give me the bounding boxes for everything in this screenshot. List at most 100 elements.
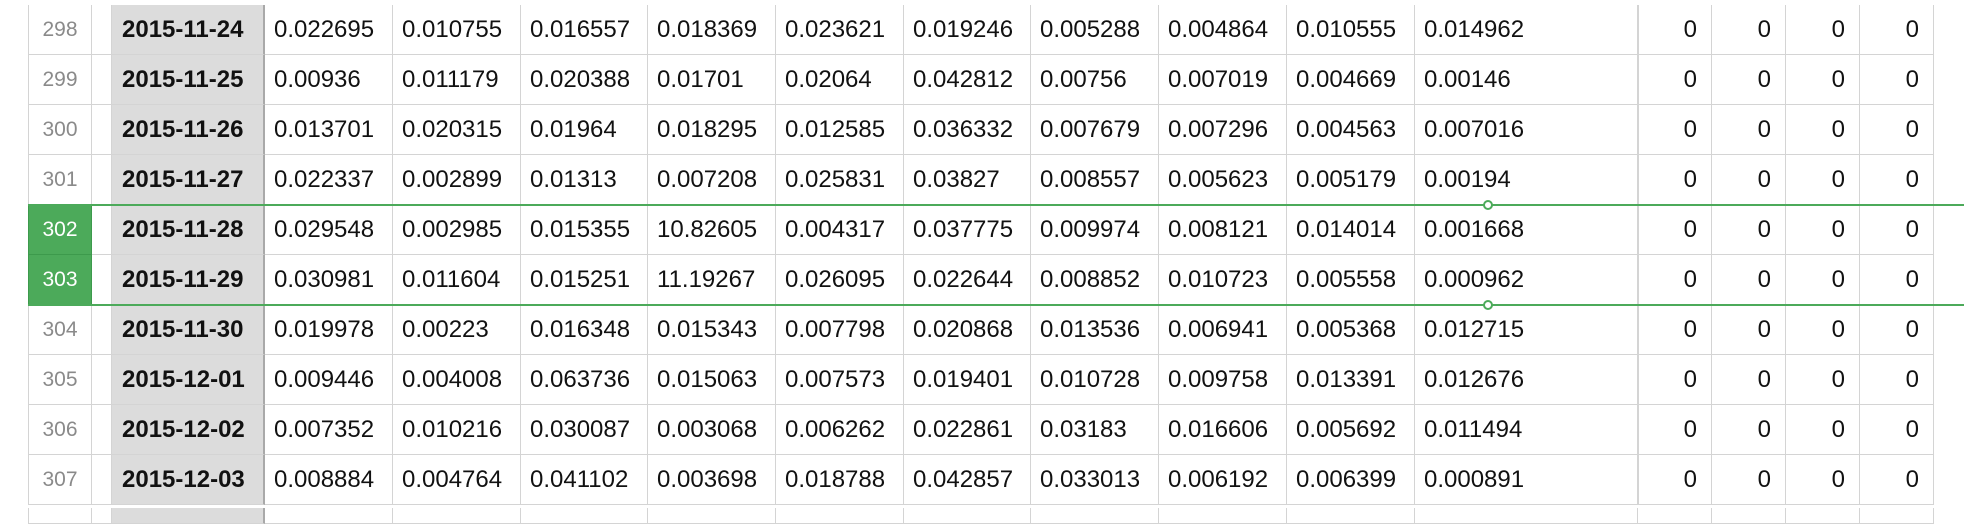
value-cell[interactable]: 0.019978	[265, 305, 393, 355]
value-cell[interactable]: 0	[1712, 355, 1786, 405]
value-cell[interactable]: 0.013701	[265, 105, 393, 155]
row-header[interactable]: 307	[28, 455, 92, 505]
value-cell[interactable]: 0.042812	[904, 55, 1031, 105]
value-cell[interactable]: 0	[1860, 255, 1934, 305]
value-cell[interactable]: 0.000962	[1415, 255, 1638, 305]
value-cell[interactable]: 0.030087	[521, 405, 648, 455]
value-cell[interactable]: 0.012715	[1415, 305, 1638, 355]
value-cell[interactable]: 0.012585	[776, 105, 904, 155]
value-cell[interactable]	[648, 508, 776, 524]
value-cell[interactable]: 0.006399	[1287, 455, 1415, 505]
value-cell[interactable]: 0	[1712, 405, 1786, 455]
value-cell[interactable]: 0.004317	[776, 205, 904, 255]
value-cell[interactable]: 0.000891	[1415, 455, 1638, 505]
value-cell[interactable]: 0.005623	[1159, 155, 1287, 205]
value-cell[interactable]: 0.004864	[1159, 5, 1287, 55]
value-cell[interactable]: 0.008121	[1159, 205, 1287, 255]
value-cell[interactable]: 0	[1860, 455, 1934, 505]
value-cell[interactable]: 0.020315	[393, 105, 521, 155]
value-cell[interactable]: 0.004008	[393, 355, 521, 405]
value-cell[interactable]: 0.008884	[265, 455, 393, 505]
cell[interactable]	[92, 5, 112, 55]
cell[interactable]	[92, 255, 112, 305]
value-cell[interactable]: 0	[1638, 155, 1712, 205]
value-cell[interactable]: 0	[1638, 55, 1712, 105]
value-cell[interactable]: 0.022337	[265, 155, 393, 205]
date-cell[interactable]: 2015-11-29	[112, 255, 265, 305]
value-cell[interactable]	[265, 508, 393, 524]
value-cell[interactable]: 0	[1638, 255, 1712, 305]
value-cell[interactable]: 0	[1786, 355, 1860, 405]
value-cell[interactable]	[1031, 508, 1159, 524]
value-cell[interactable]: 0	[1860, 405, 1934, 455]
value-cell[interactable]: 0.020388	[521, 55, 648, 105]
value-cell[interactable]: 0.036332	[904, 105, 1031, 155]
value-cell[interactable]: 0.008852	[1031, 255, 1159, 305]
value-cell[interactable]: 0.01701	[648, 55, 776, 105]
value-cell[interactable]: 0.009446	[265, 355, 393, 405]
value-cell[interactable]: 0	[1638, 105, 1712, 155]
row-header[interactable]: 300	[28, 105, 92, 155]
value-cell[interactable]: 0	[1638, 355, 1712, 405]
value-cell[interactable]: 0	[1712, 305, 1786, 355]
selection-resize-handle[interactable]	[1483, 300, 1493, 310]
value-cell[interactable]: 0.00756	[1031, 55, 1159, 105]
cell[interactable]	[92, 508, 112, 524]
value-cell[interactable]: 0.010755	[393, 5, 521, 55]
value-cell[interactable]	[1287, 508, 1415, 524]
value-cell[interactable]: 0	[1786, 255, 1860, 305]
value-cell[interactable]: 0	[1860, 205, 1934, 255]
value-cell[interactable]: 0.014962	[1415, 5, 1638, 55]
value-cell[interactable]: 0.016557	[521, 5, 648, 55]
date-cell[interactable]: 2015-11-25	[112, 55, 265, 105]
value-cell[interactable]	[393, 508, 521, 524]
value-cell[interactable]: 0.00223	[393, 305, 521, 355]
value-cell[interactable]: 0	[1860, 305, 1934, 355]
value-cell[interactable]: 0	[1712, 155, 1786, 205]
cell[interactable]	[92, 455, 112, 505]
value-cell[interactable]: 0.006941	[1159, 305, 1287, 355]
value-cell[interactable]: 0.010216	[393, 405, 521, 455]
value-cell[interactable]: 0.004764	[393, 455, 521, 505]
value-cell[interactable]: 0.019246	[904, 5, 1031, 55]
value-cell[interactable]: 0.004563	[1287, 105, 1415, 155]
value-cell[interactable]: 0.006262	[776, 405, 904, 455]
value-cell[interactable]: 0.016606	[1159, 405, 1287, 455]
value-cell[interactable]: 0.005692	[1287, 405, 1415, 455]
value-cell[interactable]: 0	[1786, 405, 1860, 455]
selection-resize-handle[interactable]	[1483, 200, 1493, 210]
value-cell[interactable]: 0.013391	[1287, 355, 1415, 405]
value-cell[interactable]: 0.063736	[521, 355, 648, 405]
date-cell[interactable]: 2015-12-03	[112, 455, 265, 505]
value-cell[interactable]: 0	[1712, 55, 1786, 105]
row-header[interactable]: 298	[28, 5, 92, 55]
value-cell[interactable]: 0.023621	[776, 5, 904, 55]
value-cell[interactable]	[1712, 508, 1786, 524]
value-cell[interactable]: 0.007208	[648, 155, 776, 205]
value-cell[interactable]: 0.015355	[521, 205, 648, 255]
value-cell[interactable]: 0	[1712, 255, 1786, 305]
value-cell[interactable]: 0.022644	[904, 255, 1031, 305]
value-cell[interactable]: 0.004669	[1287, 55, 1415, 105]
value-cell[interactable]: 0.007296	[1159, 105, 1287, 155]
value-cell[interactable]: 0.002899	[393, 155, 521, 205]
row-header[interactable]: 304	[28, 305, 92, 355]
value-cell[interactable]: 0.03183	[1031, 405, 1159, 455]
value-cell[interactable]: 0	[1786, 305, 1860, 355]
value-cell[interactable]: 0.003068	[648, 405, 776, 455]
value-cell[interactable]: 0	[1638, 405, 1712, 455]
value-cell[interactable]: 0.042857	[904, 455, 1031, 505]
value-cell[interactable]: 0.016348	[521, 305, 648, 355]
cell[interactable]	[92, 105, 112, 155]
value-cell[interactable]: 0.020868	[904, 305, 1031, 355]
value-cell[interactable]: 0	[1712, 455, 1786, 505]
cell[interactable]	[92, 405, 112, 455]
date-cell[interactable]: 2015-12-01	[112, 355, 265, 405]
value-cell[interactable]: 0.01313	[521, 155, 648, 205]
cell[interactable]	[92, 355, 112, 405]
value-cell[interactable]: 0.022695	[265, 5, 393, 55]
value-cell[interactable]: 0	[1638, 455, 1712, 505]
value-cell[interactable]: 0.013536	[1031, 305, 1159, 355]
value-cell[interactable]: 0.015343	[648, 305, 776, 355]
value-cell[interactable]: 0.005368	[1287, 305, 1415, 355]
